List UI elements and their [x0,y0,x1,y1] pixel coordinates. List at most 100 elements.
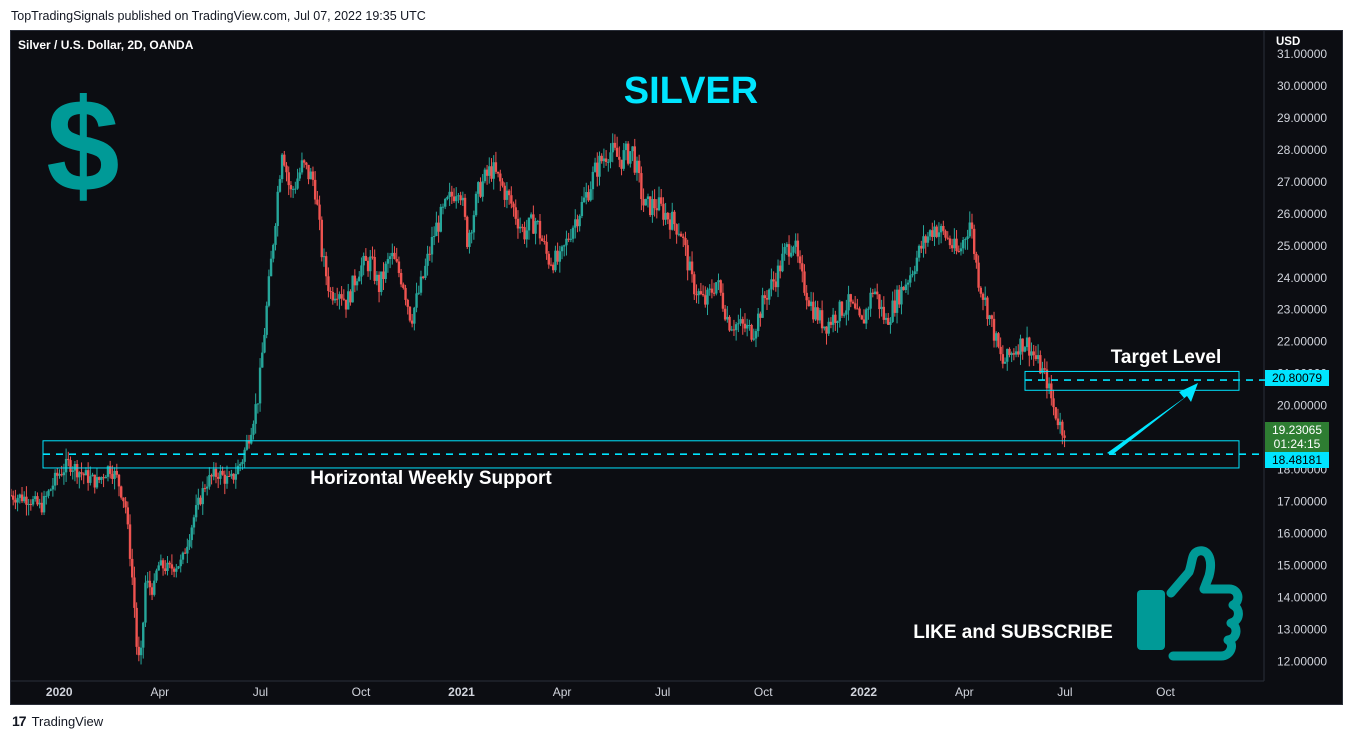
candle-body [316,199,319,205]
candle-body [801,263,804,272]
candle-body [578,216,581,227]
price-tick-label: 17.00000 [1277,495,1327,509]
time-tick-label: Apr [150,685,169,699]
candle-body [327,276,330,292]
candle-body [604,158,608,162]
candle-body [972,228,976,254]
candle-body [825,326,828,334]
candle-body [829,321,833,325]
candle-body [391,252,394,257]
candle-body [532,214,535,234]
candle-body [785,244,789,247]
candle-body [1032,351,1035,356]
candle-body [60,474,63,476]
candle-body [142,622,145,648]
chart-frame: 12.00000 13.00000 14.00000 15.00000 16.00000… [9,30,1343,705]
time-tick-label: Apr [553,685,572,699]
candle-body [1006,348,1009,362]
candle-body [56,472,59,476]
candle-body [437,222,440,232]
candle-body [754,331,758,339]
candle-body [856,308,859,310]
candle-body [818,310,822,321]
candle-body [895,289,899,313]
candle-body [827,321,830,334]
candle-body [377,274,381,292]
candle-body [543,240,546,242]
candle-body [772,279,775,282]
candle-body [113,470,116,479]
candle-body [161,560,165,569]
candle-body [157,565,160,571]
candle-body [609,152,612,162]
candle-body [27,503,30,505]
candle-body [942,225,945,231]
candle-body [580,201,584,217]
target-arrow-icon [1107,383,1198,455]
candle-body [371,256,374,258]
candle-body [756,313,760,332]
candle-body [959,248,963,252]
candle-body [774,281,778,288]
candle-body [111,473,114,479]
candle-body [851,301,855,304]
candle-body [117,474,121,487]
candle-body [474,193,478,216]
candle-body [510,195,513,204]
time-tick-label: Jul [253,685,268,699]
candle-body [748,325,751,327]
candle-body [840,301,844,316]
candle-body [867,308,870,310]
candle-body [250,434,253,444]
candle-body [695,294,698,296]
candle-body [338,294,341,299]
candle-body [723,308,727,320]
candle-body [430,236,434,255]
candle-body [415,293,418,308]
candle-body [831,314,835,325]
candle-body [342,298,346,300]
candle-body [728,316,731,331]
candle-body [860,315,863,320]
candle-body [540,238,544,241]
candle-body [640,173,643,200]
candle-body [223,474,226,484]
candle-body [790,252,793,257]
candle-body [920,245,923,249]
candle-body [593,162,597,172]
candle-body [307,164,310,180]
candle-body [626,143,630,164]
candle-body [36,496,39,505]
candle-body [258,367,262,404]
candle-body [834,314,837,323]
candle-body [463,197,467,217]
price-tick-label: 28.00000 [1277,143,1327,157]
candle-body [977,262,980,288]
candle-body [521,226,524,228]
candle-body [417,292,420,294]
candle-body [168,562,171,565]
candle-body [115,470,118,475]
candle-body [133,577,136,608]
candle-body [40,502,44,513]
candle-body [587,192,590,201]
candle-body [166,562,169,571]
candle-body [768,289,771,300]
candle-body [1025,337,1029,348]
candle-body [373,257,376,281]
candle-body [884,317,888,320]
candle-body [600,155,603,162]
candle-body [29,503,33,505]
candle-body [1028,337,1031,356]
candle-body [228,475,231,477]
candle-body [552,264,555,271]
time-tick-label: Oct [352,685,371,699]
candle-body [637,160,641,174]
candle-body [642,199,645,206]
price-tick-label: 25.00000 [1277,239,1327,253]
candle-body [1034,355,1038,360]
candle-body [369,256,372,272]
candle-body [686,245,689,271]
candle-body [961,239,965,249]
candle-body [779,265,782,272]
